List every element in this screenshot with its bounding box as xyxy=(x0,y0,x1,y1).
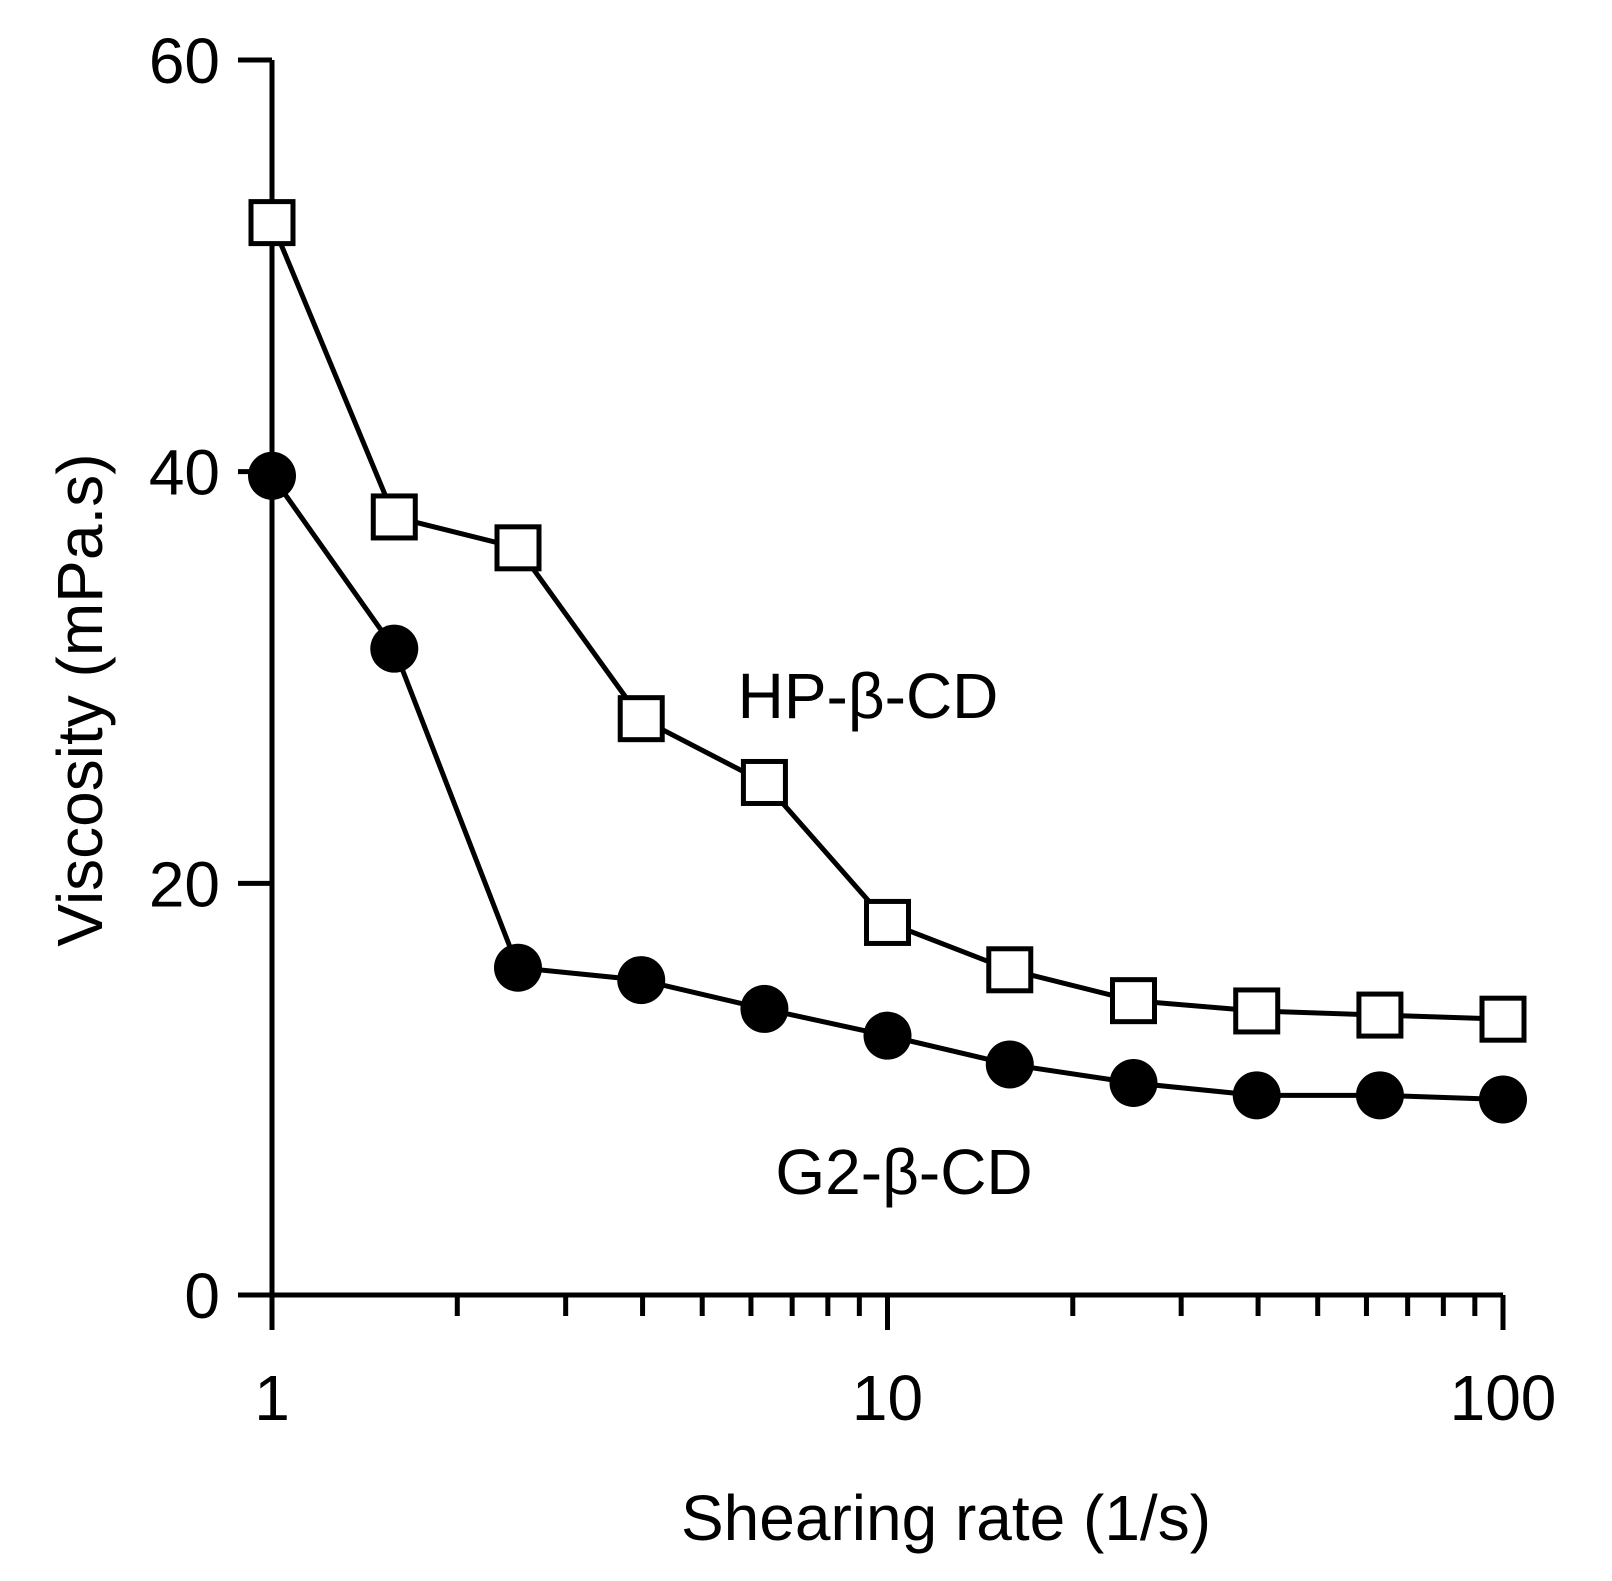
g2-point-1 xyxy=(370,624,419,673)
hp-point-4 xyxy=(740,758,788,806)
g2-point-2 xyxy=(493,943,542,992)
y-tick-label-60: 60 xyxy=(149,25,220,97)
hp-point-1 xyxy=(370,493,418,541)
hp-point-8 xyxy=(1233,987,1281,1035)
hp-point-2 xyxy=(494,524,542,572)
hp-point-3 xyxy=(617,695,665,743)
g2-point-0 xyxy=(248,451,296,500)
series-1 xyxy=(248,451,1527,1124)
g2-point-5 xyxy=(863,1011,912,1060)
hp-point-7 xyxy=(1109,977,1157,1025)
x-tick-label-100: 100 xyxy=(1450,1362,1557,1434)
g2-point-7 xyxy=(1109,1058,1158,1107)
y-axis-title: Viscosity (mPa.s) xyxy=(44,453,116,946)
x-ticks: 1 10 100 xyxy=(254,1295,1556,1434)
hp-point-5 xyxy=(864,898,911,946)
series-layer xyxy=(248,199,1527,1124)
g2-point-10 xyxy=(1479,1075,1527,1124)
hp-point-9 xyxy=(1356,991,1404,1039)
y-tick-label-20: 20 xyxy=(149,848,220,920)
g2-point-4 xyxy=(740,984,789,1033)
y-tick-label-40: 40 xyxy=(149,437,220,509)
hp-point-10 xyxy=(1479,995,1527,1043)
g2-point-6 xyxy=(985,1040,1034,1089)
x-tick-label-10: 10 xyxy=(852,1362,923,1434)
hp-point-6 xyxy=(986,946,1034,994)
series-0 xyxy=(248,199,1527,1043)
labels: Shearing rate (1/s) Viscosity (mPa.s) HP… xyxy=(44,453,1211,1554)
g2-point-8 xyxy=(1232,1071,1281,1120)
x-axis-title: Shearing rate (1/s) xyxy=(681,1482,1211,1554)
y-ticks: 0 20 40 60 xyxy=(149,25,272,1332)
series-label-hp-beta-cd: HP-β-CD xyxy=(738,660,999,732)
axes: 0 20 40 60 1 10 100 xyxy=(149,25,1557,1434)
g2-point-3 xyxy=(617,956,666,1005)
x-tick-label-1: 1 xyxy=(254,1362,290,1434)
g2-point-9 xyxy=(1355,1071,1404,1120)
series-label-g2-beta-cd: G2-β-CD xyxy=(775,1136,1032,1208)
series-line-1 xyxy=(269,474,1504,1102)
y-tick-label-0: 0 xyxy=(184,1260,220,1332)
hp-point-0 xyxy=(248,199,296,247)
